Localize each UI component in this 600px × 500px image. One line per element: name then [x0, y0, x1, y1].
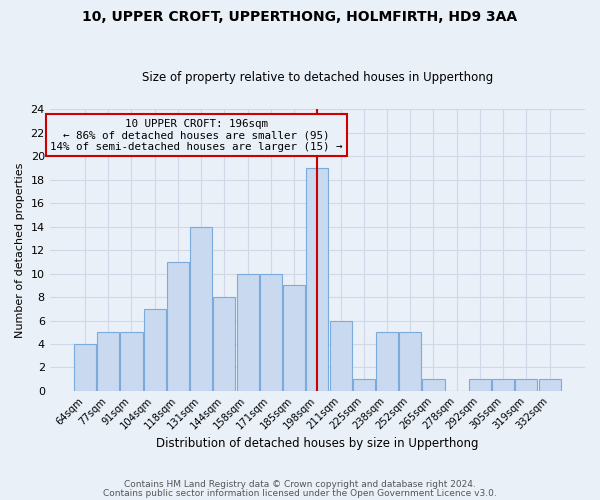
Bar — [399, 332, 421, 391]
Bar — [214, 297, 235, 391]
Text: 10 UPPER CROFT: 196sqm
← 86% of detached houses are smaller (95)
14% of semi-det: 10 UPPER CROFT: 196sqm ← 86% of detached… — [50, 118, 343, 152]
Bar — [353, 379, 375, 391]
Bar — [236, 274, 259, 391]
Bar — [260, 274, 282, 391]
Title: Size of property relative to detached houses in Upperthong: Size of property relative to detached ho… — [142, 72, 493, 85]
Bar — [190, 226, 212, 391]
Y-axis label: Number of detached properties: Number of detached properties — [15, 162, 25, 338]
Text: Contains public sector information licensed under the Open Government Licence v3: Contains public sector information licen… — [103, 488, 497, 498]
Bar — [97, 332, 119, 391]
Text: 10, UPPER CROFT, UPPERTHONG, HOLMFIRTH, HD9 3AA: 10, UPPER CROFT, UPPERTHONG, HOLMFIRTH, … — [82, 10, 518, 24]
Bar — [539, 379, 560, 391]
X-axis label: Distribution of detached houses by size in Upperthong: Distribution of detached houses by size … — [156, 437, 479, 450]
Bar — [376, 332, 398, 391]
Text: Contains HM Land Registry data © Crown copyright and database right 2024.: Contains HM Land Registry data © Crown c… — [124, 480, 476, 489]
Bar — [515, 379, 538, 391]
Bar — [283, 286, 305, 391]
Bar — [492, 379, 514, 391]
Bar — [74, 344, 96, 391]
Bar — [469, 379, 491, 391]
Bar — [121, 332, 143, 391]
Bar — [329, 320, 352, 391]
Bar — [306, 168, 328, 391]
Bar — [167, 262, 189, 391]
Bar — [422, 379, 445, 391]
Bar — [143, 309, 166, 391]
